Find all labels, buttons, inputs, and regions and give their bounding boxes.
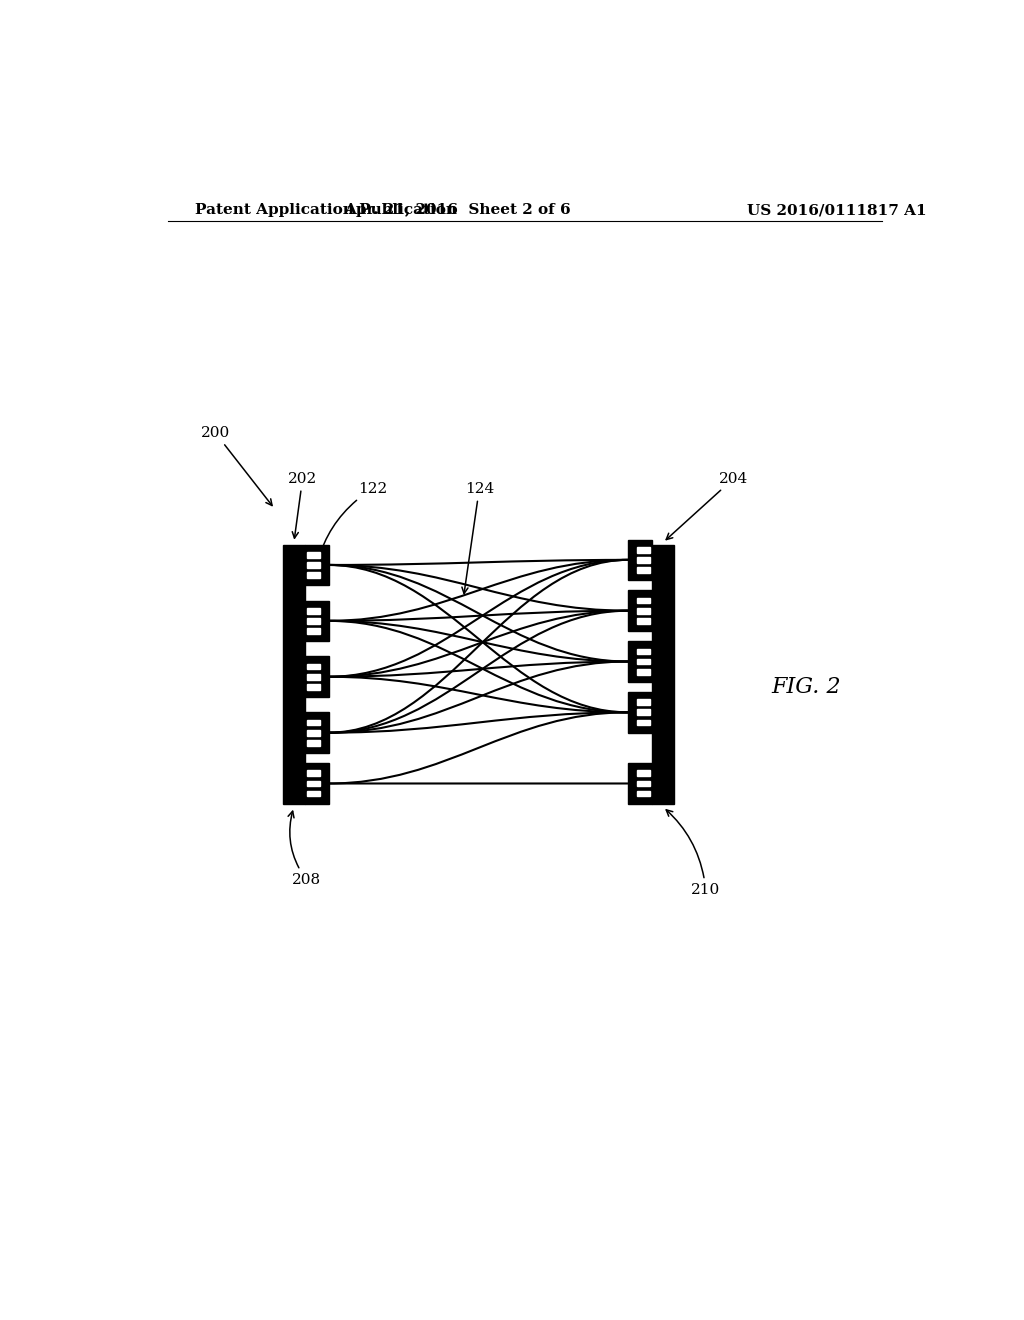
Bar xyxy=(307,618,319,624)
Bar xyxy=(307,771,319,776)
Bar xyxy=(628,763,652,804)
Bar xyxy=(305,656,329,697)
Bar xyxy=(637,719,650,726)
Bar xyxy=(307,664,319,669)
Bar xyxy=(307,562,319,568)
Bar xyxy=(637,568,650,573)
Bar xyxy=(307,719,319,726)
Text: Patent Application Publication: Patent Application Publication xyxy=(196,203,458,216)
Text: 210: 210 xyxy=(667,810,720,898)
Text: 202: 202 xyxy=(288,471,317,539)
Bar xyxy=(637,659,650,664)
Bar xyxy=(637,598,650,603)
Bar xyxy=(307,607,319,614)
Text: 208: 208 xyxy=(288,812,322,887)
Text: US 2016/0111817 A1: US 2016/0111817 A1 xyxy=(748,203,927,216)
Text: FIG. 2: FIG. 2 xyxy=(772,676,842,698)
Text: 200: 200 xyxy=(201,426,272,506)
Bar xyxy=(628,692,652,733)
Text: . . . .: . . . . xyxy=(633,554,656,565)
Text: 122: 122 xyxy=(316,482,387,561)
Bar xyxy=(305,545,329,585)
Bar xyxy=(637,648,650,655)
Text: 204: 204 xyxy=(667,471,749,540)
Bar xyxy=(637,607,650,614)
Bar xyxy=(637,618,650,624)
Bar xyxy=(307,684,319,690)
Bar xyxy=(307,741,319,746)
Bar xyxy=(307,628,319,634)
Bar xyxy=(628,642,652,682)
Text: . . . .: . . . . xyxy=(633,784,656,793)
Bar xyxy=(652,545,674,804)
Bar xyxy=(305,713,329,752)
Bar xyxy=(307,730,319,735)
Bar xyxy=(637,771,650,776)
Bar xyxy=(283,545,305,804)
Bar xyxy=(637,669,650,675)
Bar xyxy=(637,557,650,562)
Text: Apr. 21, 2016  Sheet 2 of 6: Apr. 21, 2016 Sheet 2 of 6 xyxy=(344,203,570,216)
Bar xyxy=(307,675,319,680)
Bar xyxy=(637,780,650,787)
Bar xyxy=(628,590,652,631)
Bar xyxy=(628,540,652,581)
Bar xyxy=(307,791,319,796)
Bar xyxy=(637,791,650,796)
Bar xyxy=(637,709,650,715)
Bar xyxy=(307,552,319,557)
Bar xyxy=(637,700,650,705)
Bar xyxy=(305,763,329,804)
Bar xyxy=(305,601,329,642)
Bar xyxy=(637,546,650,553)
Bar xyxy=(307,780,319,787)
Text: 124: 124 xyxy=(462,482,494,594)
Bar xyxy=(307,573,319,578)
